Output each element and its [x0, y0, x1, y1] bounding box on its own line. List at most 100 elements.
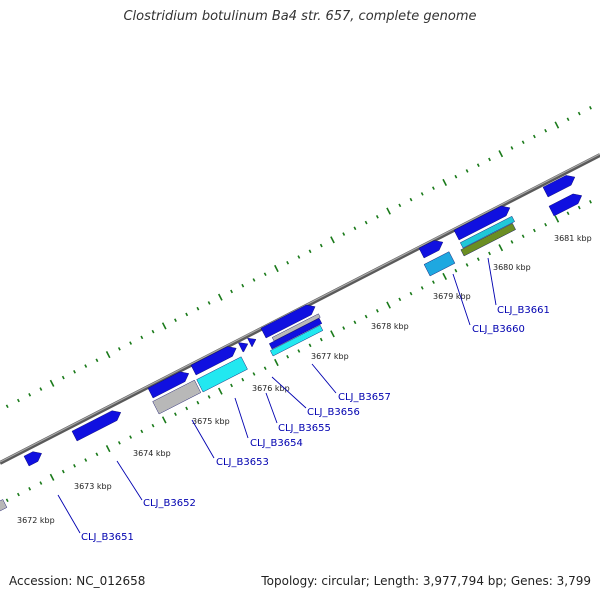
outer-track-minor-tick [185, 312, 189, 317]
inner-track-minor-tick [420, 286, 424, 290]
outer-track-minor-tick [589, 105, 592, 110]
outer-track-minor-tick [353, 226, 357, 231]
outer-track-minor-tick [140, 335, 144, 340]
outer-track-minor-tick [28, 392, 32, 397]
outer-track-minor-tick [420, 192, 424, 196]
outer-track-minor-tick [230, 289, 233, 294]
outer-track-minor-tick [16, 398, 20, 403]
gene-arrow [268, 317, 323, 350]
gene-arrow [190, 346, 237, 376]
gene-labels: CLJ_B3651 CLJ_B3652 CLJ_B3653 CLJ_B3654 CLJ_… [81, 305, 550, 543]
outer-track-minor-tick [196, 306, 200, 311]
outer-track-major-tick [217, 293, 223, 301]
gene-arrow [542, 175, 576, 198]
outer-track-minor-tick [174, 318, 177, 322]
scale-label: 3677 kbp [311, 352, 349, 361]
inner-track-major-tick [49, 473, 55, 481]
scale-label: 3676 kbp [252, 384, 290, 393]
rna-feature [152, 379, 202, 415]
outer-track-major-tick [442, 178, 448, 186]
outer-track-minor-tick [465, 169, 469, 173]
accession-text: Accession: NC_012658 [9, 574, 146, 588]
gene-label: CLJ_B3656 [307, 407, 360, 418]
inner-track-minor-tick [488, 251, 491, 256]
inner-track-major-tick [274, 358, 279, 367]
inner-track-minor-tick [375, 309, 379, 313]
inner-track-minor-tick [454, 268, 458, 273]
inner-track-minor-tick [5, 498, 9, 503]
scale-label: 3679 kbp [433, 292, 471, 301]
outer-track-minor-tick [398, 203, 402, 208]
gene-arrow [453, 205, 511, 241]
inner-track-major-tick [442, 272, 448, 280]
inner-track-major-tick [386, 301, 391, 309]
page-title: Clostridium botulinum Ba4 str. 657, comp… [123, 9, 477, 24]
scale-label: 3674 kbp [133, 449, 171, 458]
inner-track-minor-tick [61, 469, 65, 474]
inner-track-minor-tick [207, 395, 211, 399]
scale-label: 3678 kbp [371, 322, 409, 331]
inner-track-minor-tick [241, 377, 245, 382]
gene-label-leaders [57, 257, 497, 534]
inner-track-minor-tick [521, 234, 525, 239]
inner-track-minor-tick [39, 481, 43, 485]
outer-track-minor-tick [476, 163, 480, 167]
gene-label-leader [234, 397, 249, 439]
inner-track-minor-tick [252, 372, 256, 376]
inner-track-minor-tick [28, 486, 32, 491]
outer-track-minor-tick [532, 134, 536, 139]
gene-label-leader [265, 392, 278, 424]
inner-track-major-tick [498, 244, 504, 252]
inner-track-minor-tick [398, 297, 402, 302]
inner-track-minor-tick [117, 441, 121, 445]
inner-track-minor-tick [589, 199, 592, 204]
outer-track-minor-tick [39, 387, 43, 391]
inner-track-minor-tick [476, 257, 480, 261]
gene-label: CLJ_B3654 [250, 438, 303, 449]
gene-label-leader [57, 494, 81, 534]
outer-track-minor-tick [577, 111, 581, 116]
cds-feature [196, 356, 248, 393]
scale-label: 3681 kbp [554, 234, 592, 243]
gene-label: CLJ_B3657 [338, 392, 391, 403]
outer-track-minor-tick [432, 186, 435, 190]
outer-track-minor-tick [566, 117, 570, 122]
outer-track-minor-tick [510, 146, 514, 150]
inner-track-minor-tick [84, 458, 88, 462]
gene-arrow [23, 451, 42, 467]
outer-track-minor-tick [207, 301, 211, 305]
inner-track-minor-tick [353, 320, 357, 325]
outer-track-minor-tick [241, 283, 245, 288]
outer-track-minor-tick [117, 347, 121, 351]
inner-track-minor-tick [308, 343, 312, 348]
gene-label: CLJ_B3660 [472, 324, 525, 335]
outer-track-minor-tick [364, 220, 368, 225]
inner-track-major-tick [161, 416, 167, 424]
outer-track-minor-tick [297, 255, 301, 259]
feature-track [0, 175, 583, 512]
inner-track-major-tick [330, 330, 335, 338]
inner-track-minor-tick [73, 464, 76, 468]
outer-track-minor-tick [263, 272, 267, 277]
outer-track-major-tick [49, 379, 55, 387]
inner-track-minor-tick [140, 429, 144, 434]
inner-track-minor-tick [174, 412, 177, 416]
inner-track-minor-tick [532, 228, 536, 233]
outer-track-minor-tick [61, 375, 65, 380]
cds-feature [269, 324, 324, 357]
outer-track-major-tick [386, 207, 391, 215]
inner-track-major-tick [217, 387, 223, 395]
gene-label-leader [452, 273, 471, 326]
inner-track-minor-tick [409, 291, 413, 296]
outer-track-minor-tick [375, 215, 379, 219]
outer-track-minor-tick [151, 329, 155, 334]
inner-track-minor-tick [263, 366, 267, 371]
outer-track-minor-tick [286, 260, 290, 265]
outer-track-minor-tick [308, 249, 312, 254]
outer-tick-track [5, 105, 592, 409]
inner-track-minor-tick [510, 240, 514, 244]
inner-track-minor-tick [465, 263, 469, 267]
gene-arrow [238, 342, 249, 353]
scale-label: 3680 kbp [493, 263, 531, 272]
inner-track-minor-tick [129, 435, 133, 439]
